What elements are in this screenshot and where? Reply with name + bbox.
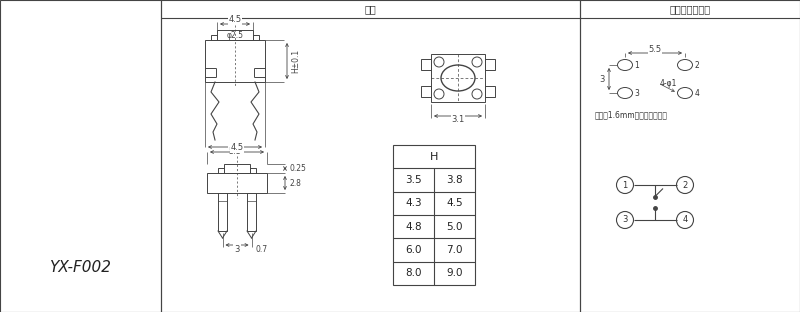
Bar (218, 168, 224, 173)
Text: 3.8: 3.8 (446, 175, 463, 185)
Text: 6.0: 6.0 (406, 245, 422, 255)
Text: 2.8: 2.8 (289, 178, 301, 188)
Bar (217, 30, 253, 40)
Text: 1: 1 (622, 181, 628, 189)
Text: 0.25: 0.25 (289, 164, 306, 173)
Text: 8.0: 8.0 (406, 268, 422, 278)
Text: 請使用1.6mm厚的印刷電路板: 請使用1.6mm厚的印刷電路板 (595, 110, 668, 119)
Text: 4: 4 (682, 216, 688, 225)
Text: H±0.1: H±0.1 (291, 49, 300, 73)
Bar (205, 40, 265, 82)
Text: 4.3: 4.3 (405, 198, 422, 208)
Text: 5.5: 5.5 (649, 45, 662, 53)
Text: 3.1: 3.1 (451, 115, 465, 124)
Text: 4.8: 4.8 (405, 222, 422, 232)
Bar (421, 59, 431, 70)
Text: 安裝圖及電路圖: 安裝圖及電路圖 (670, 4, 710, 14)
Text: H: H (430, 152, 438, 162)
Bar (0, 0, 161, 312)
Text: 4: 4 (694, 89, 699, 97)
Bar (421, 86, 431, 97)
Bar (207, 173, 267, 193)
Text: 3: 3 (234, 245, 240, 253)
Text: 4.5: 4.5 (229, 16, 242, 25)
Bar (161, 0, 580, 312)
Bar (224, 164, 250, 173)
Text: 4.5: 4.5 (446, 198, 463, 208)
Bar (485, 59, 495, 70)
Text: 尺寸: 尺寸 (364, 4, 376, 14)
Text: 5.5: 5.5 (229, 147, 242, 155)
Text: 3: 3 (634, 89, 639, 97)
Text: 0.7: 0.7 (255, 245, 268, 253)
Bar (218, 193, 227, 231)
Text: 9.0: 9.0 (446, 268, 462, 278)
Text: 5.0: 5.0 (446, 222, 462, 232)
Text: 3.5: 3.5 (405, 175, 422, 185)
Bar (431, 54, 485, 102)
Bar (247, 193, 256, 231)
Bar (211, 35, 217, 40)
Text: φ2.5: φ2.5 (226, 31, 243, 40)
Text: 2: 2 (694, 61, 699, 70)
Text: 7.0: 7.0 (446, 245, 462, 255)
Text: 1: 1 (634, 61, 639, 70)
Text: 4-φ1: 4-φ1 (660, 79, 678, 87)
Bar (250, 168, 256, 173)
Bar (485, 86, 495, 97)
Bar (580, 0, 800, 312)
Text: YX-F002: YX-F002 (49, 261, 111, 275)
Text: 3: 3 (622, 216, 628, 225)
Text: 2: 2 (682, 181, 688, 189)
Bar (253, 35, 259, 40)
Text: 3: 3 (600, 75, 605, 84)
Text: 4.5: 4.5 (230, 144, 243, 153)
Bar (393, 145, 475, 285)
